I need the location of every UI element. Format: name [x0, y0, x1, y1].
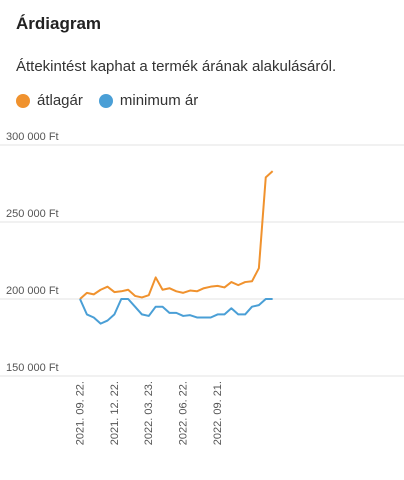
y-tick-label: 150 000 Ft — [6, 362, 59, 374]
x-tick-label: 2022. 03. 23. — [143, 381, 155, 445]
x-tick-label: 2021. 09. 22. — [74, 381, 86, 445]
series-line-min[interactable] — [79, 298, 273, 325]
legend-swatch-avg — [16, 93, 30, 108]
legend-swatch-min — [98, 93, 113, 108]
legend-item-min[interactable]: minimum ár — [98, 92, 199, 109]
series-line-avg[interactable] — [79, 170, 274, 300]
page-title: Árdiagram — [16, 14, 102, 33]
legend-label-min: minimum ár — [119, 92, 199, 109]
page-subtitle: Áttekintést kaphat a termék árának alaku… — [16, 58, 337, 75]
chart-legend: átlagár minimum ár — [16, 92, 214, 109]
x-tick-label: 2021. 12. 22. — [109, 381, 121, 445]
y-tick-label: 250 000 Ft — [6, 208, 59, 220]
y-tick-label: 200 000 Ft — [6, 285, 59, 297]
legend-item-avg[interactable]: átlagár — [16, 92, 83, 109]
x-tick-label: 2022. 06. 22. — [178, 381, 190, 445]
y-tick-label: 300 000 Ft — [6, 131, 59, 143]
x-tick-label: 2022. 09. 21. — [212, 381, 224, 445]
legend-label-avg: átlagár — [37, 92, 83, 109]
